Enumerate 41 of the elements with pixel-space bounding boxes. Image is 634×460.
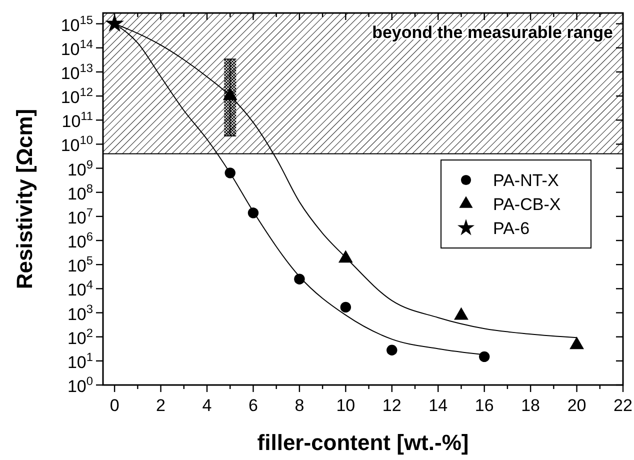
point xyxy=(224,168,236,178)
x-tick-label: 6 xyxy=(248,396,258,415)
legend-label: PA-CB-X xyxy=(493,195,561,214)
x-tick-label: 12 xyxy=(382,396,402,415)
x-tick-label: 22 xyxy=(614,396,632,415)
x-tick-label: 2 xyxy=(156,396,166,415)
y-tick-label: 10$^{12}$ xyxy=(60,85,94,108)
x-axis-title: filler-content [wt.-%] xyxy=(257,430,469,455)
y-tick-label: 10$^{14}$ xyxy=(60,36,94,59)
x-tick-label: 8 xyxy=(294,396,304,415)
y-tick-label: 10$^{7}$ xyxy=(67,205,94,228)
point xyxy=(222,88,238,100)
y-tick-label: 10$^{8}$ xyxy=(67,181,94,204)
y-tick-label: 10$^{3}$ xyxy=(67,302,94,324)
y-axis-title: Resistivity [Ωcm] xyxy=(12,108,37,290)
y-tick-label: 10$^{6}$ xyxy=(67,230,94,252)
x-tick-label: 4 xyxy=(202,396,212,415)
y-tick-label: 10$^{11}$ xyxy=(62,109,94,132)
x-tick-label: 0 xyxy=(110,396,120,415)
x-tick-label: 10 xyxy=(336,396,356,415)
y-tick-label: 10$^{15}$ xyxy=(60,12,94,35)
point xyxy=(386,344,398,356)
x-tick-label: 20 xyxy=(567,396,586,415)
y-tick-label: 10$^{5}$ xyxy=(67,254,94,276)
y-tick-label: 10$^{4}$ xyxy=(67,278,94,300)
point xyxy=(248,208,259,218)
y-tick-label: 10$^{1}$ xyxy=(67,350,94,372)
x-tick-label: 14 xyxy=(428,396,448,415)
point xyxy=(340,302,352,313)
point xyxy=(294,274,305,284)
x-tick-label: 16 xyxy=(474,396,494,415)
x-tick-label: 18 xyxy=(521,396,540,415)
point xyxy=(478,351,490,362)
point xyxy=(105,14,124,32)
y-tick-label: 10$^{13}$ xyxy=(60,60,94,83)
legend-label: PA-NT-X xyxy=(493,171,559,190)
y-tick-label: 10$^{10}$ xyxy=(60,133,94,156)
legend-label: PA-6 xyxy=(493,219,530,238)
y-tick-label: 10$^{9}$ xyxy=(67,157,94,180)
y-tick-label: 10$^{2}$ xyxy=(67,326,94,348)
y-tick-label: 10$^{0}$ xyxy=(67,374,94,396)
